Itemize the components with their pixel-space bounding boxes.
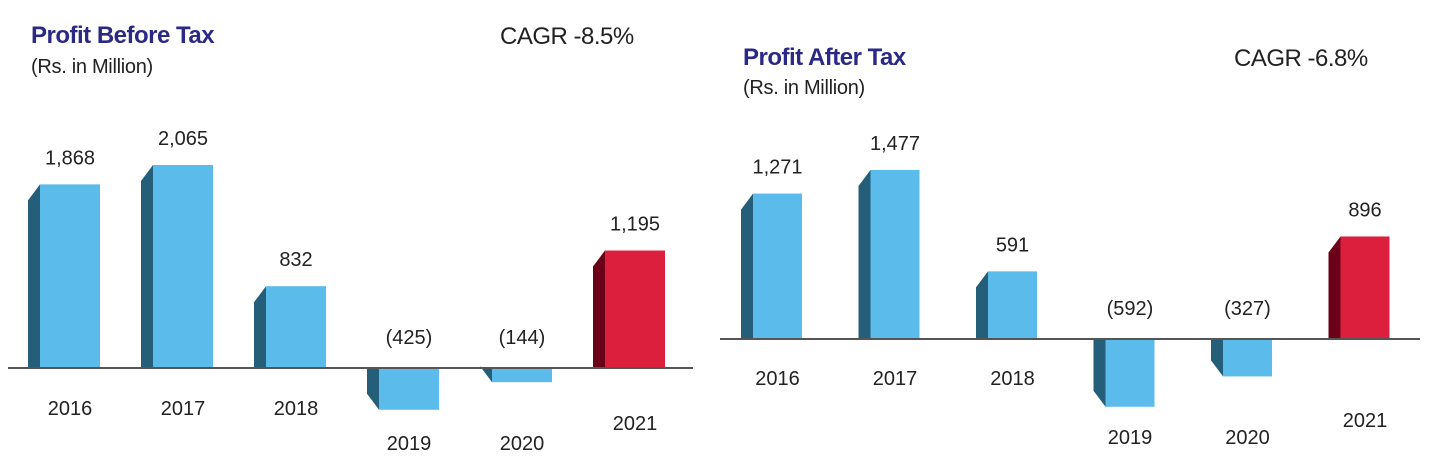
value-label: (425) xyxy=(386,327,433,349)
bar-side xyxy=(254,286,266,368)
bar-side xyxy=(593,250,605,368)
value-label: 1,868 xyxy=(45,147,95,169)
value-label: 832 xyxy=(279,249,312,271)
x-tick-label: 2018 xyxy=(990,368,1035,390)
value-label: (144) xyxy=(499,327,546,349)
bar-front xyxy=(1105,339,1155,407)
bar-side xyxy=(367,368,379,410)
bar-side xyxy=(1093,339,1106,407)
value-label: 1,195 xyxy=(610,214,660,236)
profit-before-tax-panel: Profit Before Tax (Rs. in Million) CAGR … xyxy=(0,0,705,467)
bar-front xyxy=(492,368,552,383)
x-tick-label: 2018 xyxy=(274,398,319,420)
value-label: 2,065 xyxy=(158,128,208,150)
x-tick-label: 2017 xyxy=(161,398,206,420)
x-tick-label: 2017 xyxy=(873,368,918,390)
value-label: 591 xyxy=(996,234,1029,256)
value-label: (327) xyxy=(1224,298,1271,320)
x-tick-label: 2021 xyxy=(613,413,658,435)
chart-subtitle: (Rs. in Million) xyxy=(31,56,153,78)
profit-after-tax-panel: Profit After Tax (Rs. in Million) CAGR -… xyxy=(715,0,1431,467)
x-tick-label: 2019 xyxy=(387,433,432,455)
bar-side xyxy=(741,193,753,339)
x-tick-label: 2016 xyxy=(48,398,93,420)
bar-2020 xyxy=(1211,339,1272,377)
bar-2016 xyxy=(741,193,802,339)
bar-2021 xyxy=(1328,236,1390,339)
bar-chart-pat: 1,271 2016 1,477 2017 591 2018 (592) 2019 (327) 2… xyxy=(720,133,1420,449)
bar-2019 xyxy=(1093,339,1155,407)
x-tick-label: 2019 xyxy=(1108,427,1153,449)
bar-front xyxy=(988,271,1037,339)
x-tick-label: 2016 xyxy=(755,368,800,390)
bar-front xyxy=(870,170,920,339)
bar-front xyxy=(266,286,326,368)
x-tick-label: 2020 xyxy=(1225,427,1270,449)
value-label: 1,477 xyxy=(870,133,920,155)
bar-2017 xyxy=(858,170,920,339)
chart-subtitle: (Rs. in Million) xyxy=(743,77,865,99)
value-label: (592) xyxy=(1107,298,1154,320)
bar-2017 xyxy=(141,165,213,368)
bar-side xyxy=(480,366,492,383)
bar-2021 xyxy=(593,250,665,368)
bar-2018 xyxy=(976,271,1037,339)
chart-title: Profit After Tax xyxy=(743,44,906,71)
bar-side xyxy=(976,271,988,339)
x-tick-label: 2021 xyxy=(1343,410,1388,432)
value-label: 896 xyxy=(1348,199,1381,221)
bar-side xyxy=(858,170,871,339)
x-tick-label: 2020 xyxy=(500,433,545,455)
cagr-annotation: CAGR -6.8% xyxy=(1234,45,1368,72)
bar-front xyxy=(1340,236,1390,339)
bar-front xyxy=(1223,339,1272,377)
bar-side xyxy=(28,184,40,368)
bar-front xyxy=(40,184,100,368)
bar-front xyxy=(605,250,665,368)
cagr-annotation: CAGR -8.5% xyxy=(500,23,634,50)
bar-2019 xyxy=(367,368,439,410)
chart-title: Profit Before Tax xyxy=(31,22,215,49)
value-label: 1,271 xyxy=(752,157,802,179)
bar-chart-pbt: 1,868 2016 2,065 2017 832 2018 (425) 2019 (144) 2… xyxy=(8,128,693,455)
bar-front xyxy=(153,165,213,368)
bar-side xyxy=(1328,236,1341,339)
bar-side xyxy=(1211,339,1223,377)
bar-front xyxy=(753,193,802,339)
bar-2016 xyxy=(28,184,100,368)
bar-2018 xyxy=(254,286,326,368)
bar-side xyxy=(141,165,153,368)
bar-front xyxy=(379,368,439,410)
bar-2020 xyxy=(480,366,552,383)
